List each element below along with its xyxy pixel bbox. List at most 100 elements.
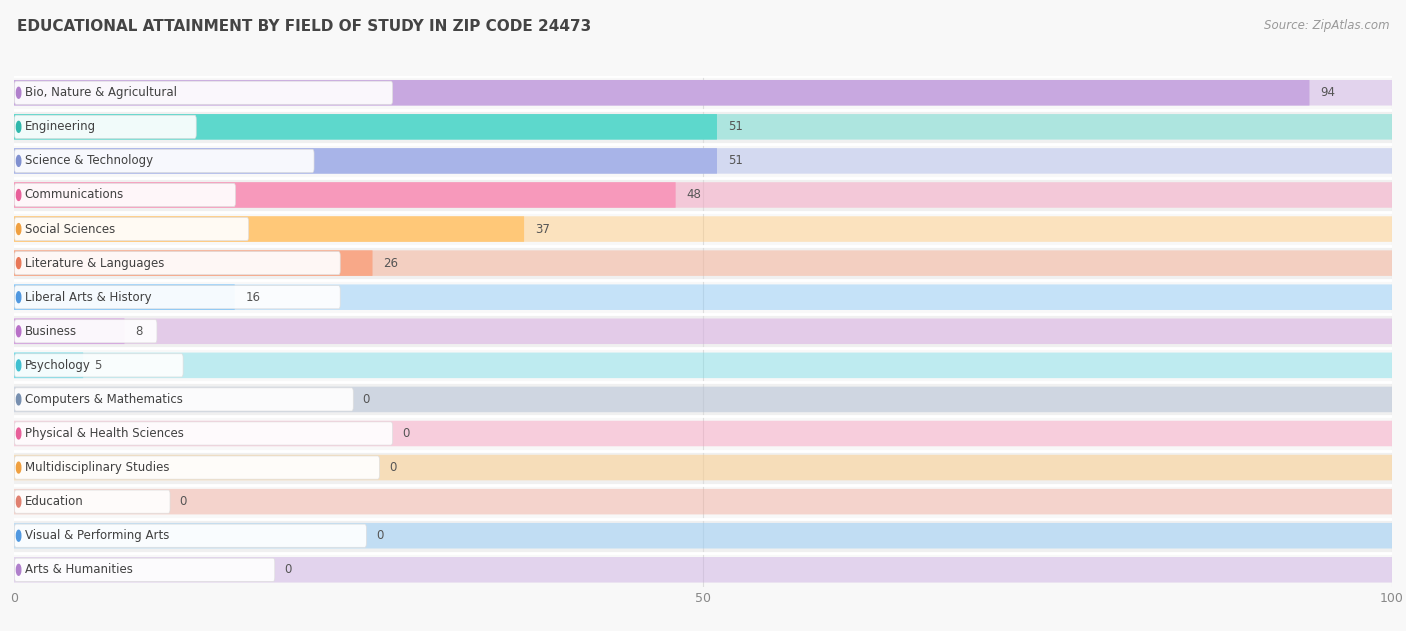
Text: Literature & Languages: Literature & Languages bbox=[25, 257, 165, 269]
Circle shape bbox=[17, 496, 21, 507]
FancyBboxPatch shape bbox=[14, 524, 367, 547]
Circle shape bbox=[17, 155, 21, 167]
Text: Physical & Health Sciences: Physical & Health Sciences bbox=[25, 427, 184, 440]
FancyBboxPatch shape bbox=[14, 285, 1392, 310]
Text: Arts & Humanities: Arts & Humanities bbox=[25, 563, 132, 576]
FancyBboxPatch shape bbox=[14, 81, 392, 104]
FancyBboxPatch shape bbox=[14, 286, 340, 309]
FancyBboxPatch shape bbox=[14, 456, 380, 479]
FancyBboxPatch shape bbox=[14, 557, 1392, 582]
Text: EDUCATIONAL ATTAINMENT BY FIELD OF STUDY IN ZIP CODE 24473: EDUCATIONAL ATTAINMENT BY FIELD OF STUDY… bbox=[17, 19, 591, 34]
FancyBboxPatch shape bbox=[14, 252, 340, 274]
Circle shape bbox=[17, 394, 21, 405]
FancyBboxPatch shape bbox=[14, 80, 1392, 105]
Text: 94: 94 bbox=[1320, 86, 1336, 99]
FancyBboxPatch shape bbox=[14, 212, 1392, 246]
Text: 0: 0 bbox=[284, 563, 291, 576]
FancyBboxPatch shape bbox=[14, 148, 1392, 174]
Text: Education: Education bbox=[25, 495, 83, 508]
FancyBboxPatch shape bbox=[14, 246, 1392, 280]
FancyBboxPatch shape bbox=[14, 216, 1392, 242]
FancyBboxPatch shape bbox=[14, 114, 1392, 139]
FancyBboxPatch shape bbox=[14, 184, 235, 206]
FancyBboxPatch shape bbox=[14, 114, 717, 139]
Text: Liberal Arts & History: Liberal Arts & History bbox=[25, 291, 152, 304]
Text: 48: 48 bbox=[686, 189, 702, 201]
Text: 16: 16 bbox=[246, 291, 260, 304]
FancyBboxPatch shape bbox=[14, 421, 1392, 446]
Circle shape bbox=[17, 292, 21, 303]
Text: 51: 51 bbox=[728, 121, 742, 133]
FancyBboxPatch shape bbox=[14, 489, 1392, 514]
Text: Source: ZipAtlas.com: Source: ZipAtlas.com bbox=[1264, 19, 1389, 32]
FancyBboxPatch shape bbox=[14, 150, 314, 172]
Circle shape bbox=[17, 223, 21, 235]
Text: 0: 0 bbox=[375, 529, 382, 542]
FancyBboxPatch shape bbox=[14, 80, 1309, 105]
Circle shape bbox=[17, 462, 21, 473]
Circle shape bbox=[17, 87, 21, 98]
FancyBboxPatch shape bbox=[14, 218, 249, 240]
FancyBboxPatch shape bbox=[14, 319, 125, 344]
FancyBboxPatch shape bbox=[14, 76, 1392, 110]
Text: 0: 0 bbox=[180, 495, 187, 508]
Circle shape bbox=[17, 564, 21, 575]
Text: 51: 51 bbox=[728, 155, 742, 167]
FancyBboxPatch shape bbox=[14, 490, 170, 513]
Text: Visual & Performing Arts: Visual & Performing Arts bbox=[25, 529, 169, 542]
Circle shape bbox=[17, 360, 21, 371]
FancyBboxPatch shape bbox=[14, 285, 235, 310]
Text: Multidisciplinary Studies: Multidisciplinary Studies bbox=[25, 461, 169, 474]
FancyBboxPatch shape bbox=[14, 251, 1392, 276]
Text: Engineering: Engineering bbox=[25, 121, 96, 133]
Circle shape bbox=[17, 530, 21, 541]
FancyBboxPatch shape bbox=[14, 388, 353, 411]
Text: Communications: Communications bbox=[25, 189, 124, 201]
Circle shape bbox=[17, 121, 21, 133]
Text: 8: 8 bbox=[135, 325, 142, 338]
FancyBboxPatch shape bbox=[14, 115, 197, 138]
FancyBboxPatch shape bbox=[14, 523, 1392, 548]
FancyBboxPatch shape bbox=[14, 251, 373, 276]
Text: 0: 0 bbox=[363, 393, 370, 406]
FancyBboxPatch shape bbox=[14, 558, 274, 581]
Circle shape bbox=[17, 326, 21, 337]
Text: Bio, Nature & Agricultural: Bio, Nature & Agricultural bbox=[25, 86, 177, 99]
FancyBboxPatch shape bbox=[14, 553, 1392, 587]
FancyBboxPatch shape bbox=[14, 451, 1392, 485]
Text: 26: 26 bbox=[384, 257, 398, 269]
Text: Social Sciences: Social Sciences bbox=[25, 223, 115, 235]
FancyBboxPatch shape bbox=[14, 422, 392, 445]
FancyBboxPatch shape bbox=[14, 519, 1392, 553]
FancyBboxPatch shape bbox=[14, 353, 83, 378]
FancyBboxPatch shape bbox=[14, 416, 1392, 451]
Circle shape bbox=[17, 257, 21, 269]
Text: Science & Technology: Science & Technology bbox=[25, 155, 153, 167]
FancyBboxPatch shape bbox=[14, 178, 1392, 212]
FancyBboxPatch shape bbox=[14, 314, 1392, 348]
FancyBboxPatch shape bbox=[14, 216, 524, 242]
FancyBboxPatch shape bbox=[14, 348, 1392, 382]
FancyBboxPatch shape bbox=[14, 387, 1392, 412]
Text: Psychology: Psychology bbox=[25, 359, 90, 372]
FancyBboxPatch shape bbox=[14, 485, 1392, 519]
FancyBboxPatch shape bbox=[14, 110, 1392, 144]
FancyBboxPatch shape bbox=[14, 353, 1392, 378]
Text: 5: 5 bbox=[94, 359, 101, 372]
FancyBboxPatch shape bbox=[14, 280, 1392, 314]
FancyBboxPatch shape bbox=[14, 354, 183, 377]
FancyBboxPatch shape bbox=[14, 382, 1392, 416]
FancyBboxPatch shape bbox=[14, 319, 1392, 344]
Text: 0: 0 bbox=[402, 427, 409, 440]
FancyBboxPatch shape bbox=[14, 148, 717, 174]
Text: Business: Business bbox=[25, 325, 77, 338]
FancyBboxPatch shape bbox=[14, 320, 157, 343]
FancyBboxPatch shape bbox=[14, 455, 1392, 480]
FancyBboxPatch shape bbox=[14, 182, 676, 208]
FancyBboxPatch shape bbox=[14, 144, 1392, 178]
Text: 37: 37 bbox=[534, 223, 550, 235]
FancyBboxPatch shape bbox=[14, 182, 1392, 208]
Text: Computers & Mathematics: Computers & Mathematics bbox=[25, 393, 183, 406]
Circle shape bbox=[17, 189, 21, 201]
Circle shape bbox=[17, 428, 21, 439]
